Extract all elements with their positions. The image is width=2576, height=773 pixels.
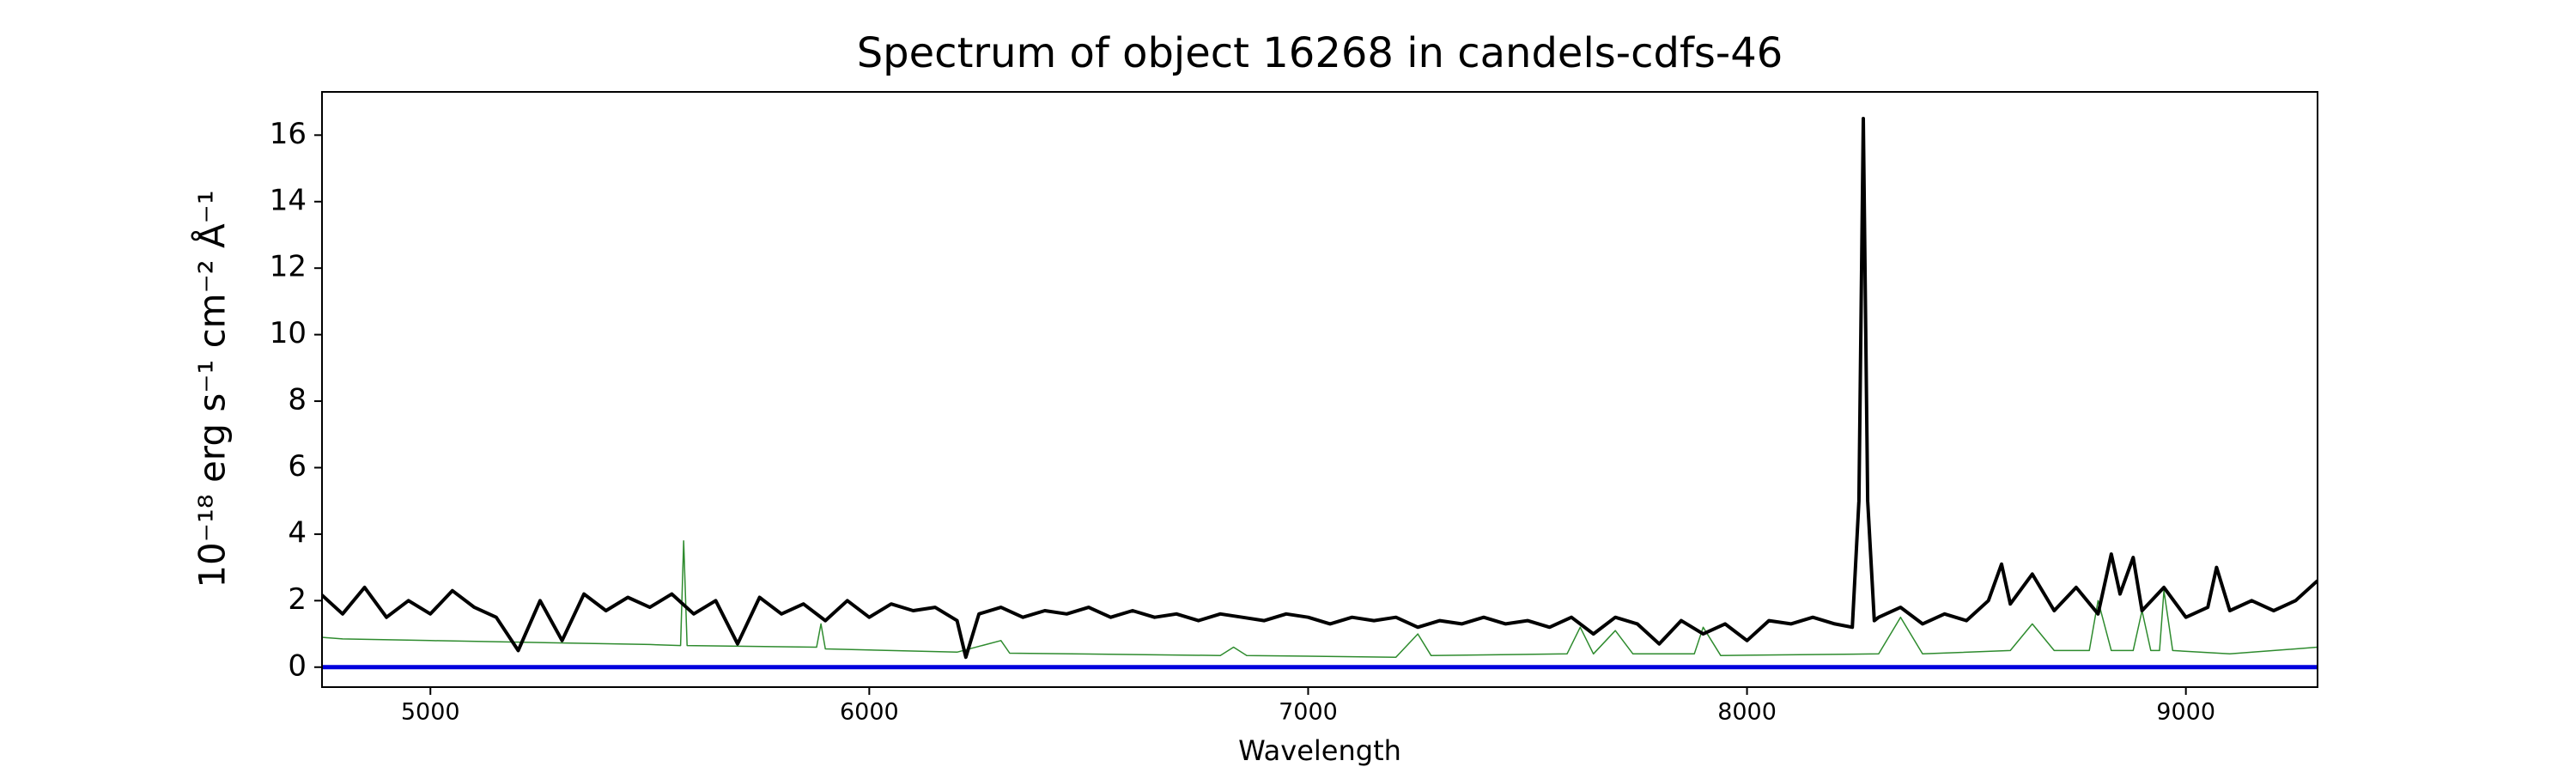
y-tick-label: 14 [270, 183, 307, 217]
y-tick-label: 12 [270, 250, 307, 284]
x-tick-label: 8000 [1717, 699, 1777, 726]
spectrum-line [322, 539, 2318, 658]
y-tick-label: 16 [270, 117, 307, 151]
x-tick-label: 5000 [401, 699, 460, 726]
x-tick-label: 6000 [840, 699, 899, 726]
y-tick-label: 6 [288, 449, 307, 484]
y-tick-label: 8 [288, 383, 307, 417]
y-axis-label: 10⁻¹⁸ erg s⁻¹ cm⁻² Å⁻¹ [191, 190, 234, 587]
y-tick-label: 0 [288, 648, 307, 683]
plot-frame [321, 91, 2318, 688]
y-tick-label: 10 [270, 316, 307, 350]
y-tick-label: 4 [288, 515, 307, 550]
spectrum-line [322, 117, 2318, 660]
x-axis-label: Wavelength [1238, 734, 1401, 767]
chart-title: Spectrum of object 16268 in candels-cdfs… [857, 29, 1783, 77]
x-tick-label: 9000 [2156, 699, 2215, 726]
y-tick-label: 2 [288, 582, 307, 617]
x-tick-label: 7000 [1279, 699, 1338, 726]
